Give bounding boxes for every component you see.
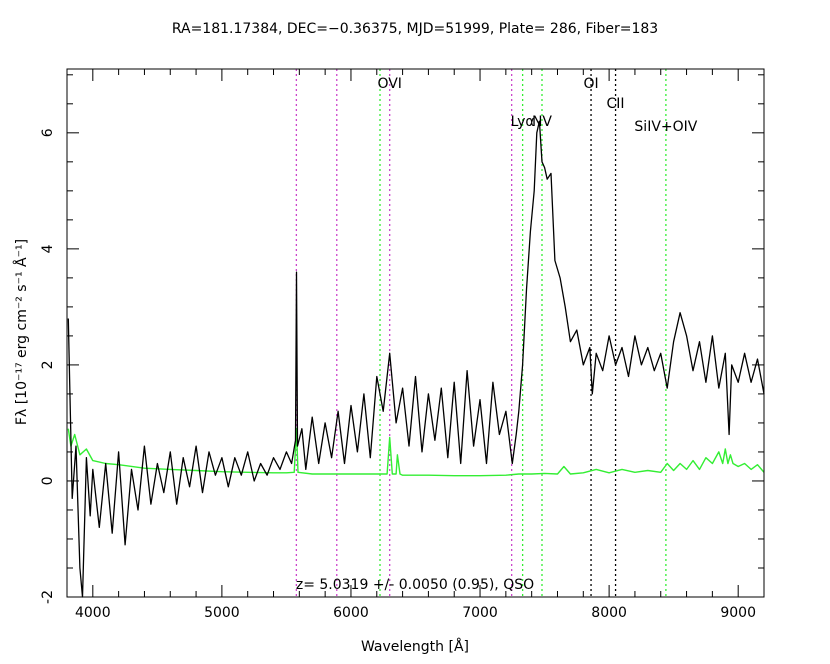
y-tick-label: 4 [40,244,56,253]
x-tick-label: 5000 [204,605,240,621]
x-axis-ticks: 4000 5000 6000 7000 8000 9000 [66,69,765,621]
y-axis-label: Fλ [10⁻¹⁷ erg cm⁻² s⁻¹ Å⁻¹] [13,239,30,425]
flux-line [67,120,765,598]
noise-series [67,428,765,477]
x-tick-label: 9000 [720,605,756,621]
plot-frame [66,68,765,598]
line-label-8: CII [607,96,625,112]
x-tick-label: 4000 [75,605,111,621]
y-axis-ticks: -2 0 2 4 6 [40,74,764,604]
line-label-9: SiIV+OIV [634,119,697,135]
x-tick-label: 7000 [462,605,498,621]
y-tick-label: 0 [40,476,56,485]
flux-series [67,120,765,598]
line-label-5: Lyα [511,114,535,130]
redshift-annotation: z= 5.0319 +/- 0.0050 (0.95), QSO [296,577,534,593]
x-axis-label: Wavelength [Å] [361,638,469,655]
line-label-7: OI [583,76,598,92]
x-tick-label: 6000 [333,605,369,621]
x-tick-label: 8000 [591,605,627,621]
line-label-3: OVI [377,76,401,92]
line-markers [295,69,667,597]
y-tick-label: 2 [40,360,56,369]
y-tick-label: 6 [40,128,56,137]
chart-title: RA=181.17384, DEC=−0.36375, MJD=51999, P… [172,21,658,37]
y-tick-label: -2 [40,590,56,604]
line-label-6: NV [532,114,552,130]
noise-line [67,428,765,477]
